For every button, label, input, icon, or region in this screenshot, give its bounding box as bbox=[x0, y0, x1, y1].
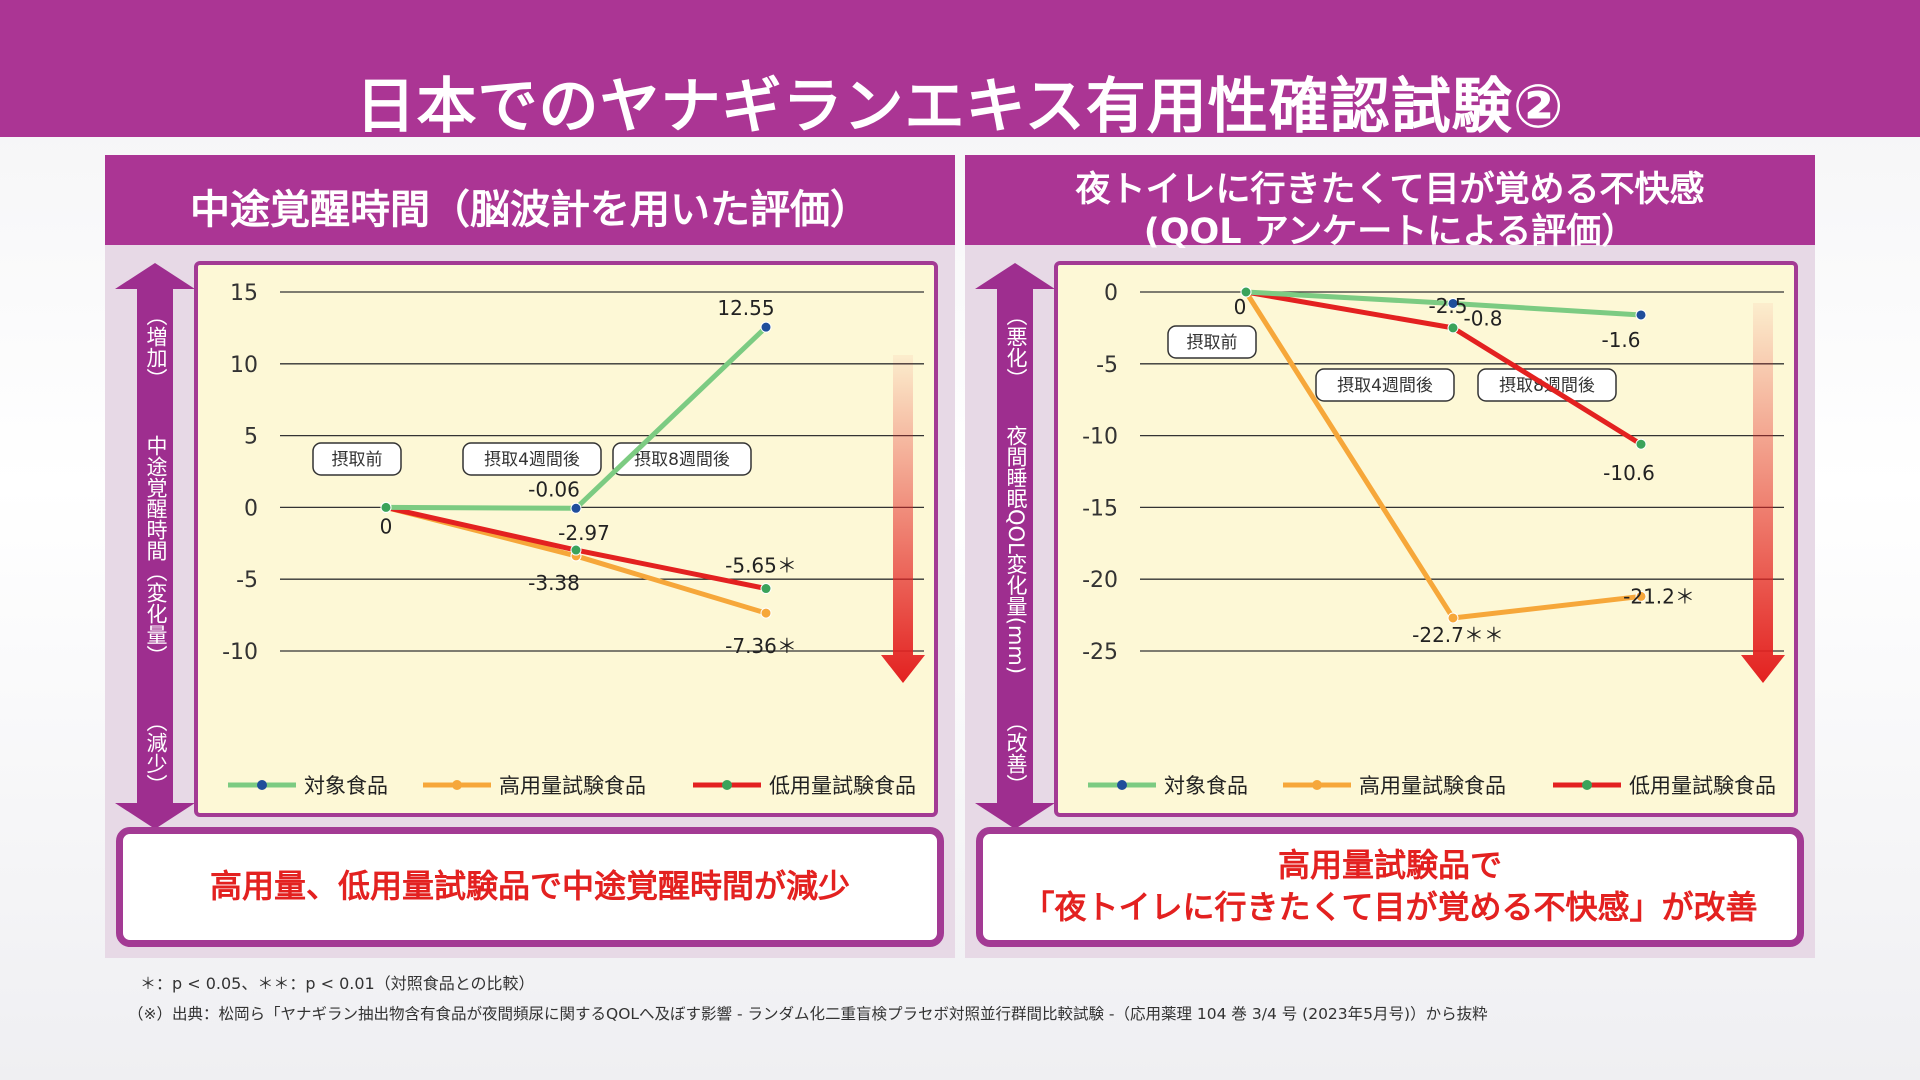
data-point-high bbox=[1635, 590, 1647, 602]
y-tick-label: -25 bbox=[1082, 640, 1118, 665]
legend-label-high: 高用量試験食品 bbox=[499, 774, 646, 798]
series-line-high bbox=[1243, 290, 1642, 621]
left-panel-title: 中途覚醒時間（脳波計を用いた評価） bbox=[190, 187, 870, 233]
data-point-low bbox=[380, 501, 392, 513]
data-point-control bbox=[1635, 309, 1647, 321]
legend-marker-low bbox=[722, 780, 732, 790]
data-label-low: -2.5 bbox=[1428, 294, 1467, 318]
left-panel: 中途覚醒時間（脳波計を用いた評価） （増加） 中途覚醒時間（変化量） （減少） … bbox=[105, 155, 955, 958]
timepoint-label: 摂取前 bbox=[332, 450, 383, 470]
data-label-control: 0 bbox=[1234, 295, 1247, 319]
right-conclusion-line1: 高用量試験品で bbox=[1277, 846, 1502, 885]
data-label-control: 0 bbox=[380, 514, 393, 538]
y-tick-label: -10 bbox=[1082, 425, 1118, 450]
timepoint-box bbox=[1315, 368, 1455, 402]
data-label-control: 12.55 bbox=[717, 296, 774, 320]
y-tick-label: -15 bbox=[1082, 496, 1118, 521]
y-tick-label: 0 bbox=[244, 496, 258, 521]
legend-marker-control bbox=[1117, 780, 1127, 790]
left-side-bottom: （減少） bbox=[144, 711, 168, 795]
legend-marker-high bbox=[452, 780, 462, 790]
right-side-mid: 夜間睡眠QOL変化量(mm) bbox=[1004, 425, 1028, 675]
right-side-top: （悪化） bbox=[1004, 305, 1028, 389]
legend-label-low: 低用量試験食品 bbox=[1629, 774, 1776, 798]
worse-better-arrow-icon bbox=[975, 263, 1055, 829]
legend-label-control: 対象食品 bbox=[1164, 774, 1248, 798]
data-point-control bbox=[570, 502, 582, 514]
y-tick-label: -5 bbox=[236, 568, 258, 593]
left-side-top: （増加） bbox=[144, 305, 168, 389]
data-point-low bbox=[1447, 322, 1459, 334]
y-tick-label: 5 bbox=[244, 425, 258, 450]
timepoint-label: 摂取前 bbox=[1187, 333, 1238, 353]
legend-marker-control bbox=[257, 780, 267, 790]
left-chart-area: 15 10 5 0 -5 -10 摂取前 摂取4週間後 摂取8週間後 0 -0.06 12.55 -3.… bbox=[194, 261, 938, 817]
data-point-low bbox=[760, 583, 772, 595]
left-y-axis-label: （増加） 中途覚醒時間（変化量） （減少） bbox=[134, 305, 178, 795]
data-point-high bbox=[760, 607, 772, 619]
right-panel: 夜トイレに行きたくて目が覚める不快感 (QOL アンケートによる評価） （悪化）… bbox=[965, 155, 1815, 958]
right-conclusion: 高用量試験品で 「夜トイレに行きたくて目が覚める不快感」が改善 bbox=[976, 827, 1804, 947]
y-tick-label: -10 bbox=[222, 640, 258, 665]
data-point-control bbox=[1447, 297, 1459, 309]
data-label-low: -10.6 bbox=[1603, 461, 1655, 485]
legend-label-high: 高用量試験食品 bbox=[1359, 774, 1506, 798]
timepoint-box bbox=[612, 442, 752, 476]
right-y-axis-label: （悪化） 夜間睡眠QOL変化量(mm) （改善） bbox=[994, 305, 1038, 795]
data-label-control: -1.6 bbox=[1601, 328, 1640, 352]
left-conclusion: 高用量、低用量試験品で中途覚醒時間が減少 bbox=[116, 827, 944, 947]
data-label-control: -0.8 bbox=[1463, 306, 1502, 330]
left-side-mid: 中途覚醒時間（変化量） bbox=[144, 434, 168, 666]
right-panel-title-line1: 夜トイレに行きたくて目が覚める不快感 bbox=[1075, 170, 1705, 210]
y-tick-label: 10 bbox=[230, 353, 258, 378]
left-chart: 15 10 5 0 -5 -10 摂取前 摂取4週間後 摂取8週間後 0 -0.06 12.55 -3.… bbox=[222, 281, 925, 798]
trend-arrow-icon bbox=[881, 355, 925, 683]
legend-label-low: 低用量試験食品 bbox=[769, 774, 916, 798]
source-footnote: （※）出典：松岡ら「ヤナギラン抽出物含有食品が夜間頻尿に関するQOLへ及ぼす影響… bbox=[128, 1005, 1488, 1023]
data-point-control bbox=[760, 321, 772, 333]
legend-label-control: 対象食品 bbox=[304, 774, 388, 798]
legend-marker-high bbox=[1312, 780, 1322, 790]
right-panel-header: 夜トイレに行きたくて目が覚める不快感 (QOL アンケートによる評価） bbox=[965, 155, 1815, 252]
right-chart-area: 0 -5 -10 -15 -20 -25 摂取前 摂取4週間後 摂取8週間後 0 -0.8 -1.6-… bbox=[1054, 261, 1798, 817]
data-point-low bbox=[1635, 438, 1647, 450]
data-point-low bbox=[570, 544, 582, 556]
right-side-bottom: （改善） bbox=[1004, 711, 1028, 795]
left-panel-header: 中途覚醒時間（脳波計を用いた評価） bbox=[105, 155, 955, 245]
y-tick-label: -5 bbox=[1096, 353, 1118, 378]
legend-marker-low bbox=[1582, 780, 1592, 790]
y-tick-label: 0 bbox=[1104, 281, 1118, 306]
y-tick-label: 15 bbox=[230, 281, 258, 306]
timepoint-box bbox=[462, 442, 602, 476]
data-label-low: -5.65＊ bbox=[725, 554, 797, 578]
data-label-high: -7.36＊ bbox=[725, 634, 797, 658]
data-point-low bbox=[1240, 286, 1252, 298]
right-conclusion-line2: 「夜トイレに行きたくて目が覚める不快感」が改善 bbox=[1022, 888, 1758, 926]
data-label-low: -2.97 bbox=[558, 521, 610, 545]
timepoint-label: 摂取8週間後 bbox=[634, 450, 730, 470]
y-tick-label: -20 bbox=[1082, 568, 1118, 593]
significance-footnote: ＊：p < 0.05、＊＊：p < 0.01（対照食品との比較） bbox=[140, 974, 535, 993]
data-label-high: -22.7＊＊ bbox=[1412, 623, 1504, 647]
left-conclusion-text: 高用量、低用量試験品で中途覚醒時間が減少 bbox=[209, 867, 850, 906]
data-label-control: -0.06 bbox=[528, 477, 580, 501]
data-label-high: -21.2＊ bbox=[1623, 584, 1695, 608]
data-label-high: -3.38 bbox=[528, 571, 580, 595]
timepoint-label: 摂取4週間後 bbox=[1337, 376, 1433, 396]
trend-arrow-icon bbox=[1741, 303, 1785, 683]
right-panel-title-line2: (QOL アンケートによる評価） bbox=[1143, 212, 1637, 252]
increase-decrease-arrow-icon bbox=[115, 263, 195, 829]
data-point-high bbox=[1447, 612, 1459, 624]
timepoint-box bbox=[312, 442, 402, 476]
timepoint-box bbox=[1167, 325, 1257, 359]
timepoint-label: 摂取4週間後 bbox=[484, 450, 580, 470]
title-bar: 日本でのヤナギランエキス有用性確認試験② bbox=[0, 0, 1920, 142]
page-title: 日本でのヤナギランエキス有用性確認試験② bbox=[355, 72, 1565, 142]
